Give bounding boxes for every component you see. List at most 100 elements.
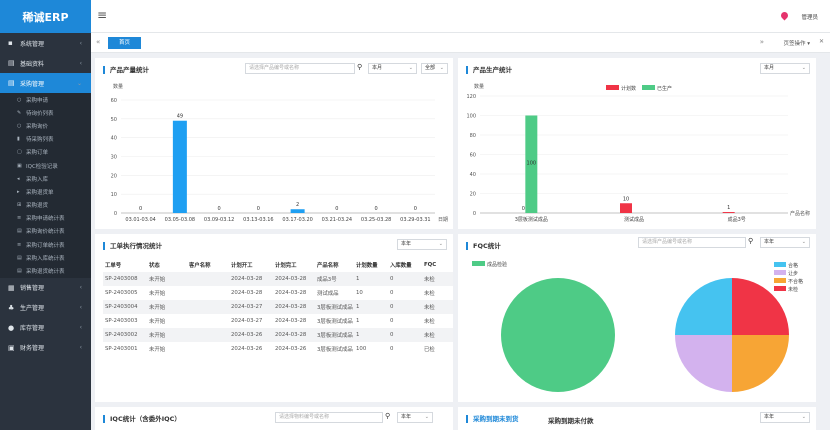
table-row[interactable]: SP-2403004 未开始 2024-03-27 2024-03-28 3层板测试成品… <box>103 300 453 314</box>
column-header: 计划完工 <box>275 263 297 269</box>
tab-home[interactable]: 首页 <box>108 37 141 49</box>
panel-title: 产品生产统计 <box>466 66 512 74</box>
menu-toggle-icon[interactable]: ≡ <box>97 8 108 22</box>
sidebar-subitem[interactable]: ○ 采购申请 <box>0 93 91 106</box>
table-row[interactable]: SP-2403003 未开始 2024-03-27 2024-03-28 3层板测试成品… <box>103 314 453 328</box>
close-icon[interactable]: ✕ <box>818 38 824 45</box>
data-label: 0 <box>257 206 260 212</box>
tab-scroll-right-button[interactable]: » <box>759 38 764 46</box>
user-location-icon[interactable] <box>779 10 790 21</box>
sidebar-group-purchase[interactable]: ▤ 采购管理 ⌄ <box>0 73 91 93</box>
period-select[interactable]: 本月 ⌄ <box>760 63 810 74</box>
sidebar-group-label: 基础资料 <box>20 60 45 68</box>
search-icon[interactable]: ⚲ <box>385 412 391 420</box>
pie-slice[interactable] <box>675 335 732 392</box>
data-label: 0 <box>414 206 417 212</box>
pie-slice[interactable] <box>732 335 789 392</box>
y-tick-label: 100 <box>466 114 476 120</box>
y-tick-label: 80 <box>470 133 476 139</box>
sidebar-subitem[interactable]: ✎ 待询价列表 <box>0 106 91 119</box>
table-cell: 成品3号 <box>315 272 354 286</box>
period-select[interactable]: 本年 ⌄ <box>760 237 810 248</box>
column-header: 计划数量 <box>356 263 378 269</box>
table-cell: 3层板测试成品 <box>315 300 354 314</box>
product-search-input[interactable]: 请选择产品编号或名称 <box>245 63 355 74</box>
table-cell: 1 <box>354 300 388 314</box>
purchase-overdue-panel: 采购到期未到货 采购到期未付款 本年 ⌄ <box>458 407 816 430</box>
chevron-left-icon: ‹ <box>79 304 82 312</box>
sidebar-subitem[interactable]: ≡ 采购订单统计表 <box>0 238 91 251</box>
work-order-table: 工单号 状态 客户名称 计划开工 计划完工 产品名称 计划数量 入库数量 FQC SP-2403… <box>103 258 453 356</box>
sidebar-group-stock[interactable]: ● 库存管理 ‹ <box>0 318 91 338</box>
bar[interactable] <box>290 209 305 213</box>
search-icon[interactable]: ⚲ <box>748 237 754 245</box>
period-select[interactable]: 本年 ⌄ <box>397 412 433 423</box>
bar[interactable] <box>722 212 735 213</box>
tab-operations-menu[interactable]: 页签操作 ▾ <box>783 41 810 47</box>
line-select[interactable]: 全部 ⌄ <box>421 63 448 74</box>
table-cell: 100 <box>356 346 367 352</box>
user-name[interactable]: 管理员 <box>801 15 818 21</box>
sidebar-group-finance[interactable]: ▣ 财务管理 ‹ <box>0 338 91 358</box>
bar[interactable] <box>172 120 187 213</box>
fqc-search-input[interactable]: 请选择产品编号或名称 <box>638 237 746 248</box>
sidebar-subitem[interactable]: ▤ 采购退货统计表 <box>0 264 91 277</box>
sidebar-subitem[interactable]: ▢ 采购订单 <box>0 146 91 159</box>
y-tick-label: 30 <box>111 155 117 161</box>
bar[interactable] <box>525 115 538 214</box>
sidebar-subitem[interactable]: ◂ 采购入库 <box>0 172 91 185</box>
table-row[interactable]: SP-2403008 未开始 2024-03-28 2024-03-28 成品3号 1 0 未… <box>103 272 453 286</box>
tab-scroll-left-button[interactable]: « <box>96 38 101 46</box>
sidebar-subitem[interactable]: ▸ 采购退货单 <box>0 185 91 198</box>
chevron-left-icon: ‹ <box>79 344 82 352</box>
menu-item-icon: ▣ <box>17 162 22 169</box>
table-row[interactable]: SP-2403005 未开始 2024-03-28 2024-03-28 测试成品 10 0… <box>103 286 453 300</box>
sidebar-group-gear[interactable]: ▪ 系统管理 ‹ <box>0 33 91 53</box>
period-select[interactable]: 本年 ⌄ <box>397 239 447 250</box>
sidebar-subitem[interactable]: ▮ 待采购列表 <box>0 133 91 146</box>
table-cell: 未开始 <box>149 291 166 297</box>
sidebar-subitem[interactable]: ⊞ 采购退货 <box>0 199 91 212</box>
sidebar-group-sales[interactable]: ▦ 销售管理 ‹ <box>0 278 91 298</box>
table-cell: 2024-03-28 <box>275 290 307 296</box>
tab-purchase-unpaid[interactable]: 采购到期未付款 <box>548 417 594 425</box>
legend-swatch <box>774 278 786 283</box>
production-icon: ♣ <box>8 303 15 312</box>
iqc-search-input[interactable]: 请选择物料编号或名称 <box>275 412 383 423</box>
pie-slice[interactable] <box>732 278 789 335</box>
table-row[interactable]: SP-2403001 未开始 2024-03-26 2024-03-26 3层板测试成品… <box>103 342 453 356</box>
y-axis-label: 数量 <box>113 83 123 90</box>
sidebar-subitem[interactable]: ▣ IQC检验记录 <box>0 159 91 172</box>
table-cell: 2024-03-27 <box>229 300 273 314</box>
pie-slice[interactable] <box>501 278 615 392</box>
sidebar-group-label: 系统管理 <box>20 40 45 48</box>
period-select[interactable]: 本月 ⌄ <box>368 63 417 74</box>
table-row[interactable]: SP-2403002 未开始 2024-03-26 2024-03-28 3层板测试成品… <box>103 328 453 342</box>
production-stats-chart: 数量 0 20 40 60 80 100 120 计划数 已生产 0 100 3层板测试成品 10 测试成品… <box>466 83 810 223</box>
sidebar-subitem[interactable]: ≡ 采购申请统计表 <box>0 212 91 225</box>
search-icon[interactable]: ⚲ <box>357 63 363 71</box>
sidebar-group-list[interactable]: ▤ 基础资料 ‹ <box>0 53 91 73</box>
sidebar-subitem[interactable]: ▤ 采购入库统计表 <box>0 251 91 264</box>
period-select[interactable]: 本年 ⌄ <box>760 412 810 423</box>
table-cell <box>187 286 229 300</box>
table-cell: 0 <box>388 300 422 314</box>
pie-slice[interactable] <box>675 278 732 335</box>
table-cell: 未开始 <box>147 272 187 286</box>
sidebar-subitem[interactable]: ○ 采购询价 <box>0 119 91 132</box>
sidebar-group-production[interactable]: ♣ 生产管理 ‹ <box>0 298 91 318</box>
table-cell: 3层板测试成品 <box>317 347 353 353</box>
column-header: 状态 <box>149 263 160 269</box>
table-cell: 未检 <box>422 272 453 286</box>
bar[interactable] <box>620 203 632 213</box>
tab-purchase-undelivered[interactable]: 采购到期未到货 <box>466 415 519 423</box>
table-cell: 3层板测试成品 <box>315 328 354 342</box>
sidebar-subitem[interactable]: ▤ 采购询价统计表 <box>0 225 91 238</box>
purchase-submenu: ○ 采购申请 ✎ 待询价列表 ○ 采购询价 ▮ 待采购列表 ▢ 采购订单 ▣ IQC检验记录 ◂ 采购入库… <box>0 93 91 278</box>
x-axis-label: 日期 <box>438 217 448 223</box>
table-cell: 2024-03-28 <box>273 272 315 286</box>
column-header: 入库数量 <box>390 263 412 269</box>
data-label: 2 <box>296 202 299 208</box>
x-tick-label: 03.25-03.28 <box>361 217 391 223</box>
table-cell: 1 <box>356 318 360 324</box>
